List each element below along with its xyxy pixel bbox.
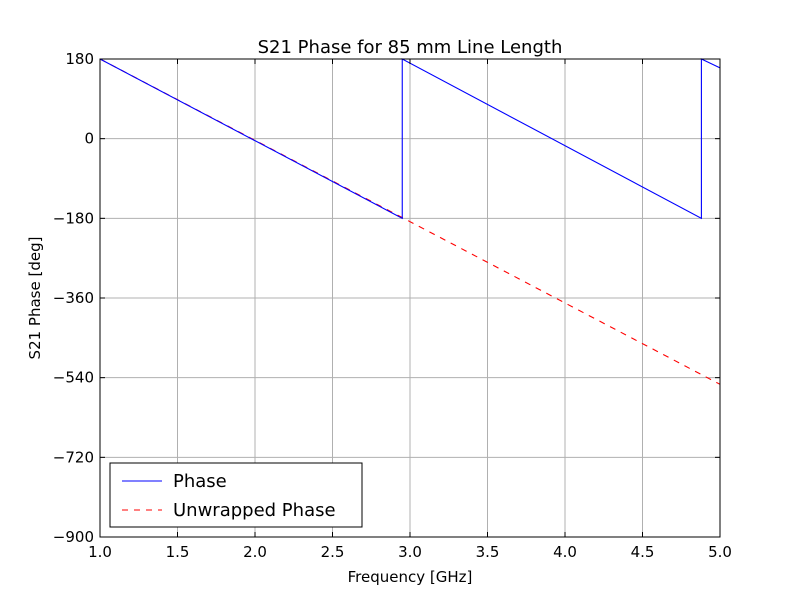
- chart-title: S21 Phase for 85 mm Line Length: [258, 37, 563, 58]
- ticks-layer: 1.0 1.5 2.0 2.5 3.0 3.5 4.0 4.5 5.0 180 0 −180 −360 −…: [53, 50, 732, 561]
- x-tick-label: 2.0: [243, 543, 267, 561]
- y-tick-label: −720: [53, 448, 94, 466]
- y-tick-label: −540: [53, 369, 94, 387]
- x-axis-label: Frequency [GHz]: [348, 568, 473, 586]
- y-tick-label: 180: [65, 50, 94, 68]
- x-tick-label: 1.5: [166, 543, 190, 561]
- y-tick-label: −180: [53, 209, 94, 227]
- legend: Phase Unwrapped Phase: [109, 462, 363, 528]
- y-tick-label: −360: [53, 289, 94, 307]
- series-line-unwrapped-phase: [99, 58, 721, 385]
- x-tick-label: 5.0: [708, 543, 732, 561]
- legend-label: Phase: [173, 471, 227, 492]
- series-line-phase: [99, 58, 721, 220]
- y-tick-label: −900: [53, 528, 94, 546]
- x-tick-label: 3.5: [476, 543, 500, 561]
- x-tick-label: 2.5: [321, 543, 345, 561]
- x-tick-label: 4.0: [553, 543, 577, 561]
- x-tick-label: 3.0: [398, 543, 422, 561]
- series-layer: [99, 58, 721, 385]
- x-tick-label: 4.5: [631, 543, 655, 561]
- y-tick-label: 0: [84, 130, 94, 148]
- y-axis-label: S21 Phase [deg]: [26, 237, 44, 360]
- x-tick-label: 1.0: [88, 543, 112, 561]
- grid-layer: [99, 58, 721, 538]
- legend-label: Unwrapped Phase: [173, 500, 336, 521]
- legend-box: [109, 462, 363, 528]
